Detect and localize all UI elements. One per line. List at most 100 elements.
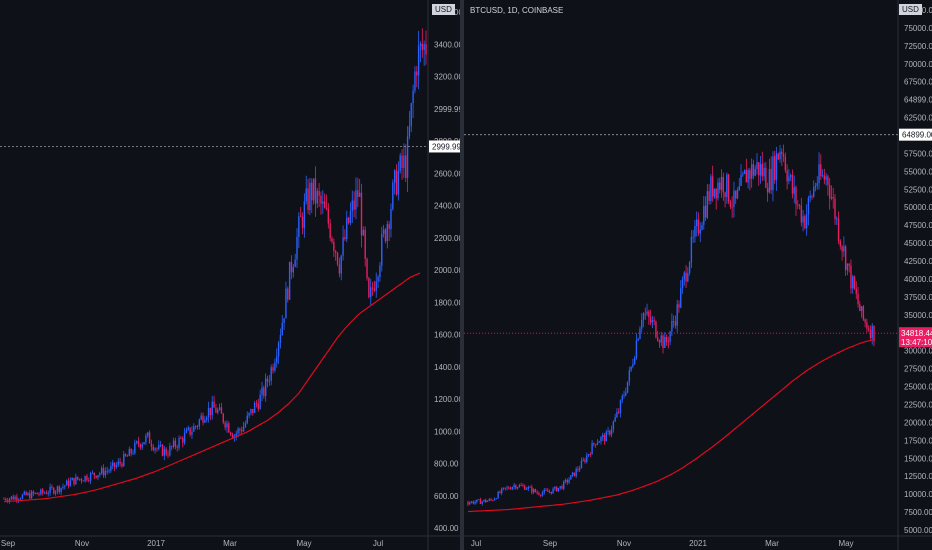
candle-body (525, 488, 528, 490)
candle-body (229, 432, 232, 435)
candle-body (642, 313, 645, 320)
candle-body (347, 217, 350, 223)
candle-body (617, 412, 620, 413)
candle-body (763, 167, 765, 177)
candle-body (694, 226, 696, 237)
candle-body (758, 162, 760, 176)
candle-body (392, 182, 394, 209)
candle-body (425, 44, 427, 55)
candle-body (731, 206, 733, 208)
candle-body (414, 71, 416, 91)
candle-body (86, 475, 88, 481)
y-axis-tick-label: 37500.00 (904, 293, 932, 302)
candle-body (119, 461, 121, 464)
candle-body (158, 445, 160, 449)
y-axis-tick-label: 62500.00 (904, 114, 932, 123)
x-axis-tick-label: May (838, 539, 853, 548)
candle-body (867, 328, 870, 331)
left-candlestick-chart[interactable]: SepNov2017MarMayJul3600.003400.003200.00… (0, 0, 460, 550)
y-axis-tick-label: 2000.00 (434, 266, 460, 275)
candle-body (594, 444, 597, 445)
right-chart-pane[interactable]: JulSepNov2021MarMay77500.0075000.0072500… (464, 0, 932, 550)
candle-body (832, 196, 834, 199)
y-axis-tick-label: 57500.00 (904, 149, 932, 158)
candle-body (246, 415, 248, 424)
candle-body (47, 493, 49, 494)
candle-body (196, 426, 199, 428)
candle-body (170, 446, 173, 447)
candle-body (405, 155, 407, 178)
candle-body (123, 454, 125, 467)
candle-body (789, 175, 792, 177)
candle-body (16, 496, 18, 501)
candle-body (646, 311, 648, 315)
candle-body (515, 485, 517, 489)
x-axis-tick-label: Sep (543, 539, 558, 548)
candle-body (481, 501, 483, 504)
candle-body (222, 413, 224, 423)
candle-body (268, 380, 271, 382)
candle-body (602, 434, 604, 437)
candle-body (62, 486, 64, 488)
candle-body (743, 170, 746, 174)
candle-body (539, 494, 542, 496)
y-axis-tick-label: 400.00 (434, 524, 459, 533)
candle-body (486, 500, 489, 502)
candle-body (626, 381, 629, 393)
candle-body (564, 479, 567, 482)
candle-body (346, 217, 348, 240)
candle-body (756, 162, 758, 169)
candle-body (474, 502, 476, 504)
candle-body (681, 279, 684, 289)
left-chart-pane[interactable]: SepNov2017MarMayJul3600.003400.003200.00… (0, 0, 460, 550)
candle-body (844, 246, 847, 271)
candle-body (502, 487, 505, 489)
candle-body (187, 427, 189, 430)
candle-body (687, 273, 689, 282)
candle-body (124, 454, 127, 456)
candle-body (8, 498, 11, 502)
candle-body (784, 156, 787, 171)
candle-body (591, 443, 593, 455)
candle-body (495, 498, 498, 500)
pane-divider[interactable] (460, 0, 464, 550)
candle-body (54, 491, 57, 494)
marker-price-label: 64899.00 (902, 131, 932, 140)
candle-body (351, 200, 353, 212)
candle-body (706, 191, 709, 218)
right-candlestick-chart[interactable]: JulSepNov2021MarMay77500.0075000.0072500… (464, 0, 932, 550)
candle-body (163, 448, 166, 456)
candle-body (777, 153, 779, 160)
candle-body (745, 170, 748, 183)
candle-body (276, 356, 278, 363)
candle-body (242, 426, 245, 432)
candle-body (690, 237, 693, 263)
candle-body (658, 340, 661, 343)
candle-body (536, 492, 538, 494)
last-price-label: 34818.44 (901, 329, 932, 338)
candle-body (798, 204, 801, 206)
candle-body (73, 477, 75, 485)
candle-body (772, 156, 774, 191)
candle-body (722, 176, 725, 193)
y-axis-tick-label: 27500.00 (904, 365, 932, 374)
candle-body (655, 321, 657, 338)
candle-body (53, 487, 55, 494)
candle-body (353, 200, 355, 210)
candle-body (623, 395, 625, 397)
candle-body (27, 492, 29, 496)
candle-body (715, 188, 717, 199)
candle-body (132, 453, 134, 454)
y-axis-tick-label: 2400.00 (434, 202, 460, 211)
y-axis-tick-label: 55000.00 (904, 167, 932, 176)
y-axis-tick-label: 52500.00 (904, 185, 932, 194)
candle-body (412, 90, 414, 104)
candle-body (393, 170, 396, 183)
candle-body (97, 475, 99, 478)
candle-body (379, 265, 381, 278)
candle-body (25, 491, 27, 496)
candle-body (852, 276, 854, 289)
candle-body (252, 409, 254, 413)
candle-body (88, 480, 90, 482)
candle-body (148, 432, 151, 444)
